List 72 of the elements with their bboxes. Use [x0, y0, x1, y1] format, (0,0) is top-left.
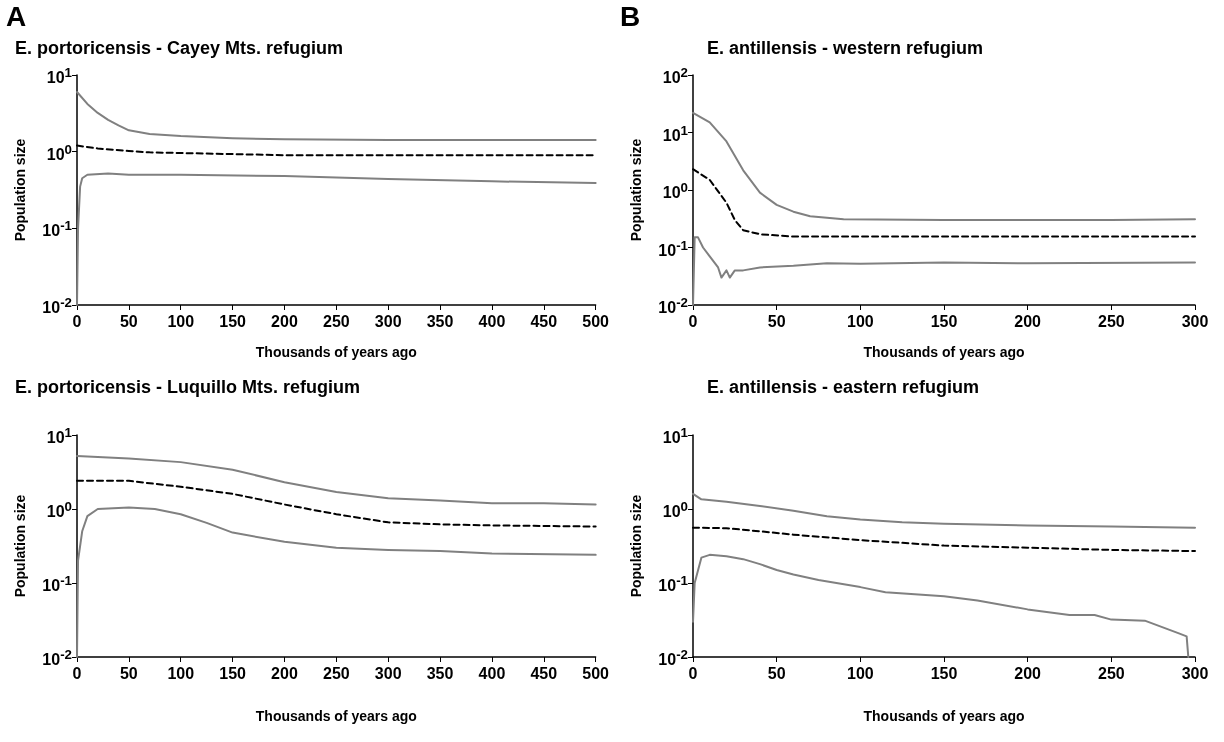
x-tick-label: 150 — [219, 312, 247, 330]
x-axis-title: Thousands of years ago — [863, 708, 1025, 724]
x-tick-label: 450 — [530, 664, 558, 682]
x-tick-label: 350 — [426, 664, 454, 682]
y-tick-label: 10$^{-1}$ — [42, 218, 72, 240]
x-tick-label: 150 — [219, 664, 247, 682]
x-axis-title: Thousands of years ago — [255, 344, 417, 360]
y-tick-label: 10$^{-2}$ — [42, 295, 72, 317]
line-series — [692, 111, 1196, 222]
x-tick-label: 200 — [271, 312, 298, 330]
x-tick-label: 100 — [846, 664, 874, 682]
line-series — [692, 492, 1196, 529]
x-tick-label: 200 — [1014, 664, 1042, 682]
x-tick-label: 100 — [167, 664, 195, 682]
y-tick-label: 10$^{-2}$ — [42, 647, 72, 669]
chart-title: E. antillensis - western refugium — [707, 38, 984, 58]
y-tick-label: 10$^{-1}$ — [42, 573, 72, 595]
x-tick-label: 0 — [688, 312, 698, 330]
y-tick-label: 10$^{-2}$ — [658, 295, 688, 317]
x-tick-label: 450 — [530, 312, 558, 330]
x-axis-title: Thousands of years ago — [863, 344, 1025, 360]
x-tick-label: 300 — [374, 312, 402, 330]
y-tick-label: 10$^{0}$ — [46, 141, 72, 163]
y-tick-label: 10$^{-1}$ — [658, 237, 688, 259]
x-tick-label: 200 — [1014, 312, 1042, 330]
line-series — [692, 553, 1190, 658]
x-tick-label: 250 — [322, 664, 350, 682]
x-tick-label: 150 — [930, 312, 958, 330]
x-tick-label: 50 — [767, 664, 786, 682]
x-tick-label: 50 — [767, 312, 786, 330]
y-tick-label: 10$^{1}$ — [662, 425, 688, 447]
y-tick-label: 10$^{-1}$ — [658, 573, 688, 595]
x-tick-label: 250 — [1097, 312, 1125, 330]
chart-title: E. portoricensis - Luquillo Mts. refugium — [15, 377, 361, 397]
x-tick-label: 200 — [271, 664, 298, 682]
x-axis-title: Thousands of years ago — [255, 708, 417, 724]
x-tick-label: 100 — [846, 312, 874, 330]
x-tick-label: 500 — [582, 312, 610, 330]
x-tick-label: 300 — [1181, 312, 1209, 330]
x-tick-label: 500 — [582, 664, 610, 682]
y-axis-title: Population size — [628, 138, 644, 242]
y-axis-title: Population size — [628, 494, 644, 598]
y-tick-label: 10$^{1}$ — [46, 425, 72, 447]
x-tick-label: 400 — [478, 312, 506, 330]
y-axis-title: Population size — [12, 494, 28, 598]
chart-title: E. portoricensis - Cayey Mts. refugium — [15, 38, 344, 58]
x-tick-label: 250 — [1097, 664, 1125, 682]
x-tick-label: 350 — [426, 312, 454, 330]
x-tick-label: 0 — [688, 664, 698, 682]
y-tick-label: 10$^{-2}$ — [658, 647, 688, 669]
y-tick-label: 10$^{0}$ — [46, 499, 72, 521]
y-tick-label: 10$^{0}$ — [662, 180, 688, 202]
y-tick-label: 10$^{2}$ — [662, 65, 688, 87]
x-tick-label: 0 — [72, 312, 82, 330]
y-tick-label: 10$^{1}$ — [46, 65, 72, 87]
x-tick-label: 50 — [119, 664, 138, 682]
x-tick-label: 400 — [478, 664, 506, 682]
x-tick-label: 100 — [167, 312, 195, 330]
y-tick-label: 10$^{1}$ — [662, 122, 688, 144]
text: A — [6, 0, 27, 32]
x-tick-label: 150 — [930, 664, 958, 682]
line-series — [76, 455, 597, 506]
y-axis-title: Population size — [12, 138, 28, 242]
x-tick-label: 0 — [72, 664, 82, 682]
x-tick-label: 300 — [374, 664, 402, 682]
x-tick-label: 300 — [1181, 664, 1209, 682]
y-tick-label: 10$^{0}$ — [662, 499, 688, 521]
line-series — [76, 91, 597, 141]
chart-title: E. antillensis - eastern refugium — [707, 377, 980, 397]
x-tick-label: 250 — [322, 312, 350, 330]
x-tick-label: 50 — [119, 312, 138, 330]
text: B — [620, 0, 641, 32]
